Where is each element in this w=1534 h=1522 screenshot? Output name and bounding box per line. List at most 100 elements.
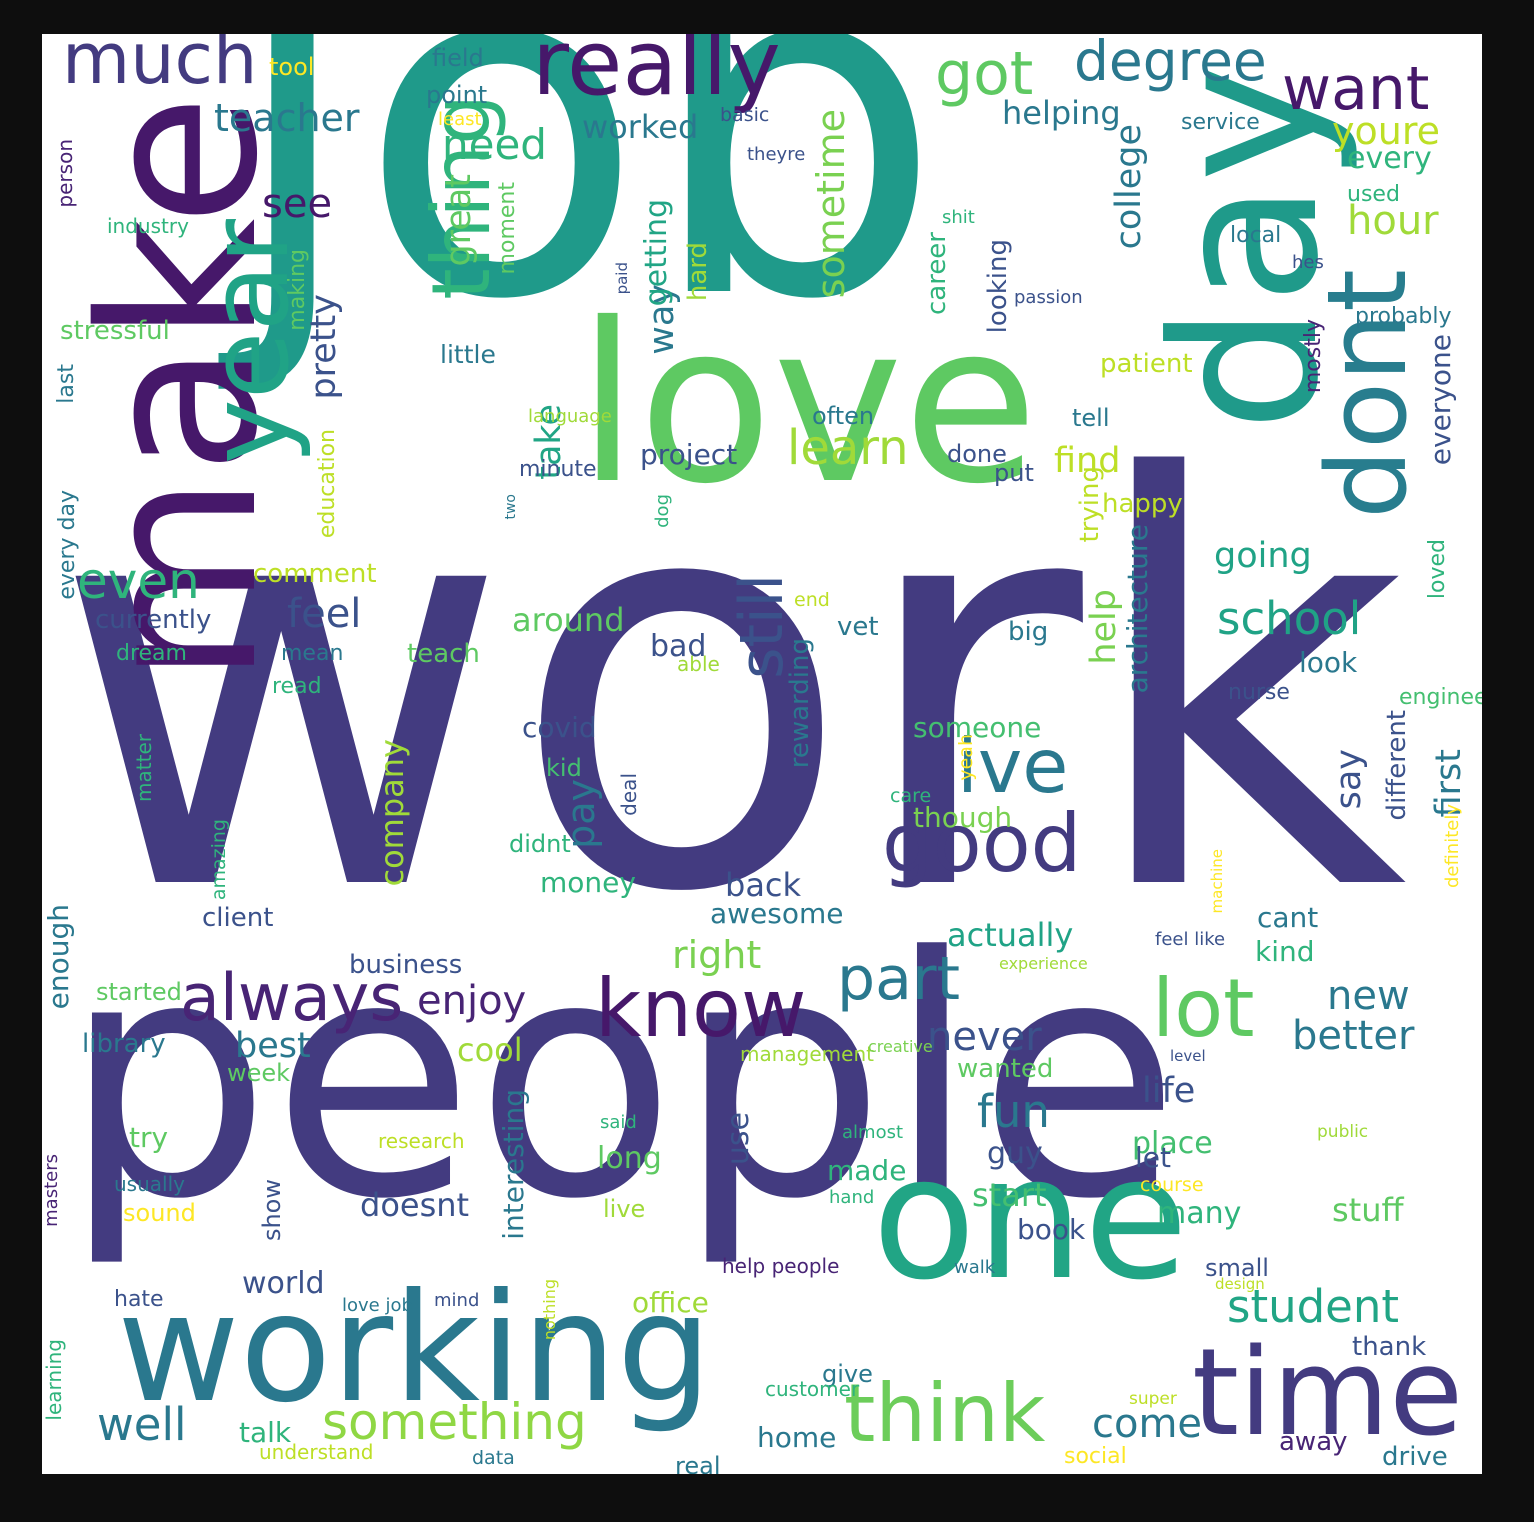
word-everyone: everyone [1424, 334, 1457, 466]
word-book: book [1017, 1213, 1086, 1246]
word-right: right [672, 933, 762, 977]
word-enough: enough [42, 904, 75, 1010]
word-education: education [315, 429, 340, 539]
word-actually: actually [947, 916, 1074, 954]
word-machine: machine [1208, 849, 1226, 914]
word-use: use [721, 1112, 756, 1166]
word-still: still [727, 574, 797, 679]
word-dream: dream [116, 641, 187, 666]
word-design: design [1215, 1275, 1265, 1293]
word-paid: paid [613, 262, 631, 295]
word-student: student [1227, 1280, 1400, 1333]
word-done: done [947, 440, 1007, 468]
word-public: public [1317, 1122, 1369, 1142]
word-almost: almost [842, 1122, 904, 1143]
word-mind: mind [434, 1290, 480, 1311]
word-different: different [1382, 710, 1412, 821]
word-many: many [1157, 1196, 1242, 1231]
word-basic: basic [720, 104, 770, 126]
word-hard: hard [683, 242, 713, 302]
word-learn: learn [787, 420, 909, 476]
word-didnt: didnt [509, 830, 571, 858]
word-thank: thank [1352, 1332, 1427, 1362]
word-client: client [202, 903, 274, 933]
word-career: career [922, 232, 952, 316]
word-really: really [532, 34, 781, 116]
word-sound: sound [123, 1199, 196, 1227]
word-least: least [438, 109, 482, 130]
word-nurse: nurse [1228, 680, 1290, 705]
word-life: life [1142, 1071, 1196, 1111]
word-time: time [1192, 1324, 1464, 1463]
word-patient: patient [1100, 349, 1193, 379]
word-theyre: theyre [747, 144, 806, 165]
word-pretty: pretty [304, 294, 344, 400]
word-always: always [180, 961, 404, 1036]
word-teacher: teacher [214, 96, 360, 140]
word-shit: shit [942, 207, 975, 228]
word-try: try [129, 1121, 169, 1154]
word-drive: drive [1382, 1442, 1448, 1472]
word-company: company [373, 739, 411, 887]
word-doesnt: doesnt [360, 1186, 470, 1224]
word-around: around [512, 601, 625, 639]
word-need: need [442, 120, 547, 169]
word-work: work [52, 363, 1408, 1015]
word-two: two [503, 494, 519, 520]
word-know: know [595, 962, 807, 1055]
word-language: language [528, 406, 612, 427]
word-long: long [597, 1141, 662, 1176]
word-every-day: every day [55, 490, 80, 600]
word-hate: hate [114, 1287, 164, 1312]
word-place: place [1132, 1126, 1213, 1161]
word-college: college [1109, 124, 1149, 250]
word-mean: mean [281, 641, 344, 666]
word-better: better [1292, 1013, 1415, 1059]
word-going: going [1214, 536, 1312, 576]
word-got: got [935, 39, 1034, 109]
word-money: money [540, 866, 636, 899]
word-passion: passion [1014, 287, 1083, 308]
word-office: office [632, 1286, 709, 1319]
word-architecture: architecture [1121, 524, 1154, 694]
word-walk: walk [954, 1257, 996, 1278]
word-masters: masters [42, 1154, 62, 1227]
word-person: person [53, 139, 77, 208]
word-though: though [913, 801, 1013, 834]
word-give: give [822, 1360, 873, 1388]
word-good: good [882, 797, 1082, 890]
word-definitely: definitely [1442, 804, 1463, 889]
word-getting: getting [639, 199, 674, 307]
word-best: best [235, 1026, 311, 1066]
word-project: project [640, 438, 738, 471]
word-even: even [77, 552, 200, 610]
word-level: level [1170, 1047, 1206, 1065]
word-kid: kid [546, 754, 582, 782]
word-school: school [1217, 592, 1362, 645]
word-feel-like: feel like [1155, 929, 1226, 950]
word-kind: kind [1255, 935, 1315, 968]
word-experience: experience [999, 954, 1088, 973]
word-start: start [972, 1176, 1047, 1214]
word-part: part [837, 944, 961, 1014]
word-love: love [577, 276, 1039, 532]
word-interesting: interesting [497, 1089, 530, 1240]
word-service: service [1181, 110, 1260, 135]
word-cloud: work job people love make day one working time ye… [42, 34, 1482, 1474]
word-fun: fun [977, 1085, 1050, 1138]
word-usually: usually [114, 1172, 185, 1196]
word-data: data [472, 1447, 515, 1469]
word-research: research [378, 1129, 465, 1153]
word-look: look [1299, 646, 1358, 679]
word-want: want [1282, 54, 1430, 124]
word-much: much [62, 34, 258, 100]
word-often: often [812, 402, 875, 430]
word-stuff: stuff [1332, 1191, 1404, 1229]
word-job: job [227, 34, 944, 402]
word-wanted: wanted [957, 1054, 1054, 1084]
word-stressful: stressful [60, 316, 170, 346]
word-love-job: love job [342, 1295, 413, 1316]
word-deal: deal [617, 773, 641, 816]
word-world: world [242, 1266, 325, 1301]
word-started: started [96, 978, 182, 1006]
